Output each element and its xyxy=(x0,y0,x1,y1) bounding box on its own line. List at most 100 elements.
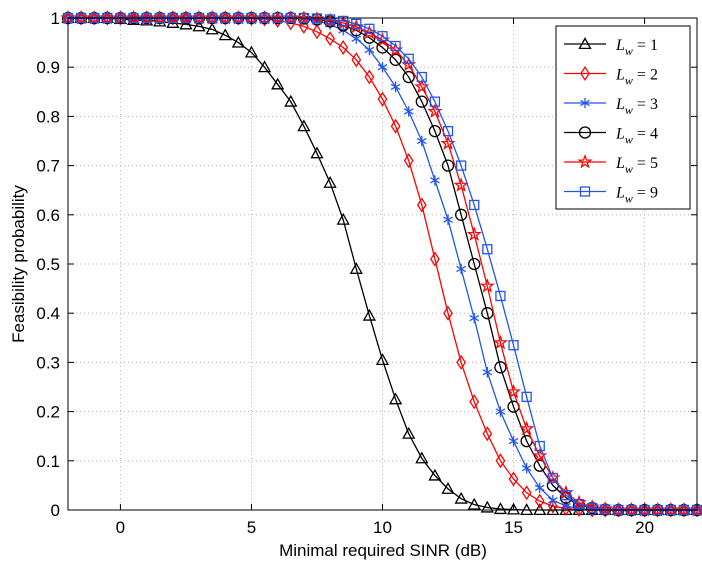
y-tick-label: 0.3 xyxy=(36,353,60,372)
data-point xyxy=(377,31,388,42)
legend-item: Lw = 9 xyxy=(564,185,658,206)
data-point xyxy=(338,15,349,27)
data-point xyxy=(390,118,401,134)
data-point xyxy=(336,212,350,225)
asterisk-stroke xyxy=(456,265,466,273)
asterisk-stroke xyxy=(561,502,571,510)
data-point xyxy=(402,426,416,439)
x-tick-label: 15 xyxy=(504,518,523,537)
data-point xyxy=(479,278,495,293)
data-point xyxy=(533,503,547,516)
ticks xyxy=(68,17,697,511)
legend-item: Lw = 5 xyxy=(564,154,658,176)
data-point xyxy=(454,208,468,221)
data-point xyxy=(390,40,401,52)
data-point xyxy=(480,500,494,513)
data-point xyxy=(495,406,506,417)
data-point xyxy=(469,199,480,211)
data-point xyxy=(416,71,427,83)
asterisk-stroke xyxy=(430,177,440,184)
data-point xyxy=(325,31,335,47)
data-point xyxy=(403,53,414,64)
data-point xyxy=(482,367,493,378)
data-point xyxy=(443,214,453,225)
data-point xyxy=(430,251,440,267)
y-tick-label: 0.6 xyxy=(36,206,60,225)
data-point xyxy=(377,91,388,107)
asterisk-stroke xyxy=(390,83,401,91)
data-point xyxy=(508,471,519,487)
y-tick-label: 0 xyxy=(51,501,60,520)
data-point xyxy=(389,53,402,66)
data-point xyxy=(495,290,506,302)
data-point xyxy=(534,440,545,452)
x-axis-label: Minimal required SINR (dB) xyxy=(279,541,487,560)
data-point xyxy=(284,94,298,107)
data-point xyxy=(428,125,442,138)
data-point xyxy=(231,35,245,48)
data-point xyxy=(493,502,508,515)
data-point xyxy=(494,361,507,374)
x-tick-label: 10 xyxy=(373,518,392,537)
legend-label: Lw = 5 xyxy=(615,155,658,176)
data-point xyxy=(388,392,403,405)
data-point xyxy=(403,153,414,169)
legend-label: Lw = 2 xyxy=(615,67,658,88)
asterisk-stroke xyxy=(469,314,480,322)
data-point xyxy=(482,426,493,442)
y-tick-label: 0.9 xyxy=(36,58,60,77)
asterisk-stroke xyxy=(482,369,493,376)
data-point xyxy=(351,18,362,30)
data-point xyxy=(521,462,532,474)
y-tick-label: 0.5 xyxy=(36,255,60,274)
data-point xyxy=(415,451,429,464)
legend-box xyxy=(555,25,691,210)
data-point xyxy=(508,435,519,447)
data-point xyxy=(298,18,309,34)
asterisk-stroke xyxy=(364,46,375,54)
asterisk-stroke xyxy=(403,108,414,115)
data-point xyxy=(338,40,349,56)
data-point xyxy=(469,394,480,410)
data-point xyxy=(456,263,466,275)
y-tick-label: 0.1 xyxy=(36,452,60,471)
asterisk-stroke xyxy=(521,465,532,472)
data-point xyxy=(520,503,534,516)
data-point xyxy=(519,420,535,436)
legend-item: Lw = 1 xyxy=(564,37,658,58)
data-point xyxy=(481,307,494,320)
asterisk-stroke xyxy=(534,484,545,492)
x-tick-label: 5 xyxy=(247,518,256,537)
data-point xyxy=(192,19,206,32)
data-point xyxy=(442,126,454,137)
legend-label: Lw = 4 xyxy=(615,126,658,147)
legend-marker xyxy=(577,154,593,169)
data-point xyxy=(416,135,427,147)
data-point xyxy=(415,95,428,108)
asterisk-stroke xyxy=(377,64,388,71)
y-tick-label: 0.7 xyxy=(36,157,60,176)
data-point xyxy=(351,52,362,68)
data-point xyxy=(534,493,545,509)
data-point xyxy=(534,482,545,494)
data-point xyxy=(324,14,336,25)
legend-marker xyxy=(579,186,591,197)
asterisk-stroke xyxy=(416,137,427,145)
legend-label: Lw = 1 xyxy=(615,37,658,58)
data-point xyxy=(428,468,442,481)
y-tick-label: 0.2 xyxy=(36,403,60,422)
legend-marker xyxy=(580,65,590,82)
y-tick-label: 0.8 xyxy=(36,107,60,126)
data-point xyxy=(403,106,414,117)
asterisk-stroke xyxy=(443,216,453,223)
data-point xyxy=(350,24,363,37)
data-point xyxy=(244,45,259,58)
data-point xyxy=(218,28,232,41)
data-point xyxy=(364,44,375,56)
data-point xyxy=(454,491,468,504)
data-point xyxy=(429,96,441,107)
data-point xyxy=(390,81,401,93)
data-point xyxy=(364,69,375,85)
data-point xyxy=(547,494,558,506)
